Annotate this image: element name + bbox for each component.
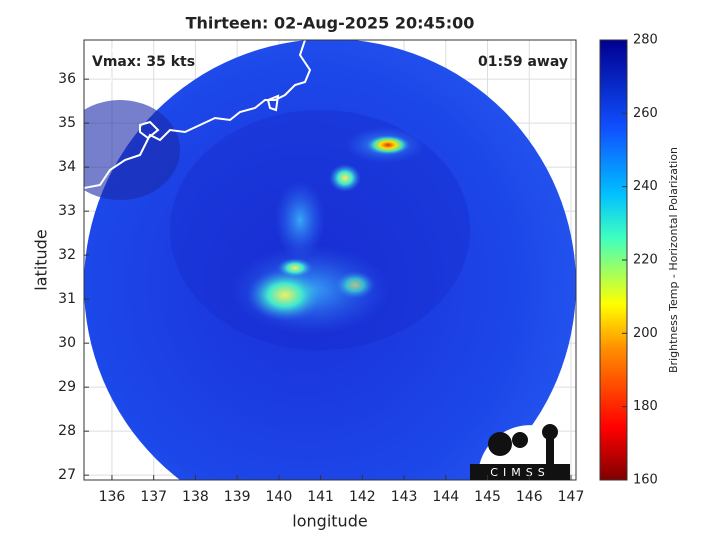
x-tick-label: 138 — [182, 489, 209, 505]
chart-title: Thirteen: 02-Aug-2025 20:45:00 — [186, 14, 475, 33]
y-tick-label: 29 — [58, 379, 76, 395]
y-tick-label: 32 — [58, 247, 76, 263]
logo-dish — [512, 432, 528, 448]
colorbar-tick-label: 200 — [633, 326, 658, 341]
colorbar-tick-label: 220 — [633, 253, 658, 268]
x-tick-label: 136 — [99, 489, 126, 505]
colorbar-tick-label: 280 — [633, 33, 658, 48]
y-tick-label: 27 — [58, 467, 76, 483]
coastline — [84, 40, 121, 101]
colorbar-tick-label: 260 — [633, 106, 658, 121]
logo-bar — [470, 464, 570, 480]
annotation: 01:59 away — [478, 54, 568, 70]
x-tick-label: 139 — [224, 489, 251, 505]
image — [84, 40, 576, 480]
y-tick-label: 31 — [58, 291, 76, 307]
x-tick-label: 141 — [307, 489, 334, 505]
colorbar-label: Brightness Temp - Horizontal Polarizatio… — [667, 147, 680, 373]
y-tick-label: 30 — [58, 335, 76, 351]
x-tick-label: 143 — [391, 489, 418, 505]
x-tick-label: 144 — [432, 489, 459, 505]
y-tick-label: 33 — [58, 203, 76, 219]
convection — [247, 269, 323, 321]
y-tick-label: 34 — [58, 159, 76, 175]
logo-tower — [546, 438, 554, 464]
x-tick-label: 145 — [474, 489, 501, 505]
logo-dish — [488, 432, 512, 456]
colorbar-tick-label: 180 — [633, 399, 658, 414]
cloud-field — [275, 180, 325, 260]
logo: CIMSS — [470, 424, 570, 480]
y-tick-label: 28 — [58, 423, 76, 439]
logo-tower — [542, 424, 558, 440]
x-axis-label: longitude — [292, 512, 367, 531]
x-tick-label: 137 — [140, 489, 167, 505]
convection — [277, 258, 313, 278]
convection — [329, 164, 361, 192]
annotation: Vmax: 35 kts — [92, 54, 195, 70]
y-tick-label: 36 — [58, 71, 76, 87]
logo-text: CIMSS — [490, 466, 549, 479]
land-area — [84, 100, 180, 200]
convection — [335, 271, 375, 299]
x-tick-label: 146 — [516, 489, 543, 505]
x-tick-label: 147 — [558, 489, 585, 505]
convection — [366, 135, 410, 155]
y-axis-label: latitude — [32, 229, 51, 290]
colorbar-tick-label: 160 — [633, 473, 658, 488]
plot-frame — [83, 39, 577, 481]
x-tick-label: 140 — [266, 489, 293, 505]
coastline — [139, 94, 280, 140]
x-tick-label: 142 — [349, 489, 376, 505]
colorbar-tick-label: 240 — [633, 179, 658, 194]
coastline — [84, 40, 312, 189]
y-tick-label: 35 — [58, 115, 76, 131]
